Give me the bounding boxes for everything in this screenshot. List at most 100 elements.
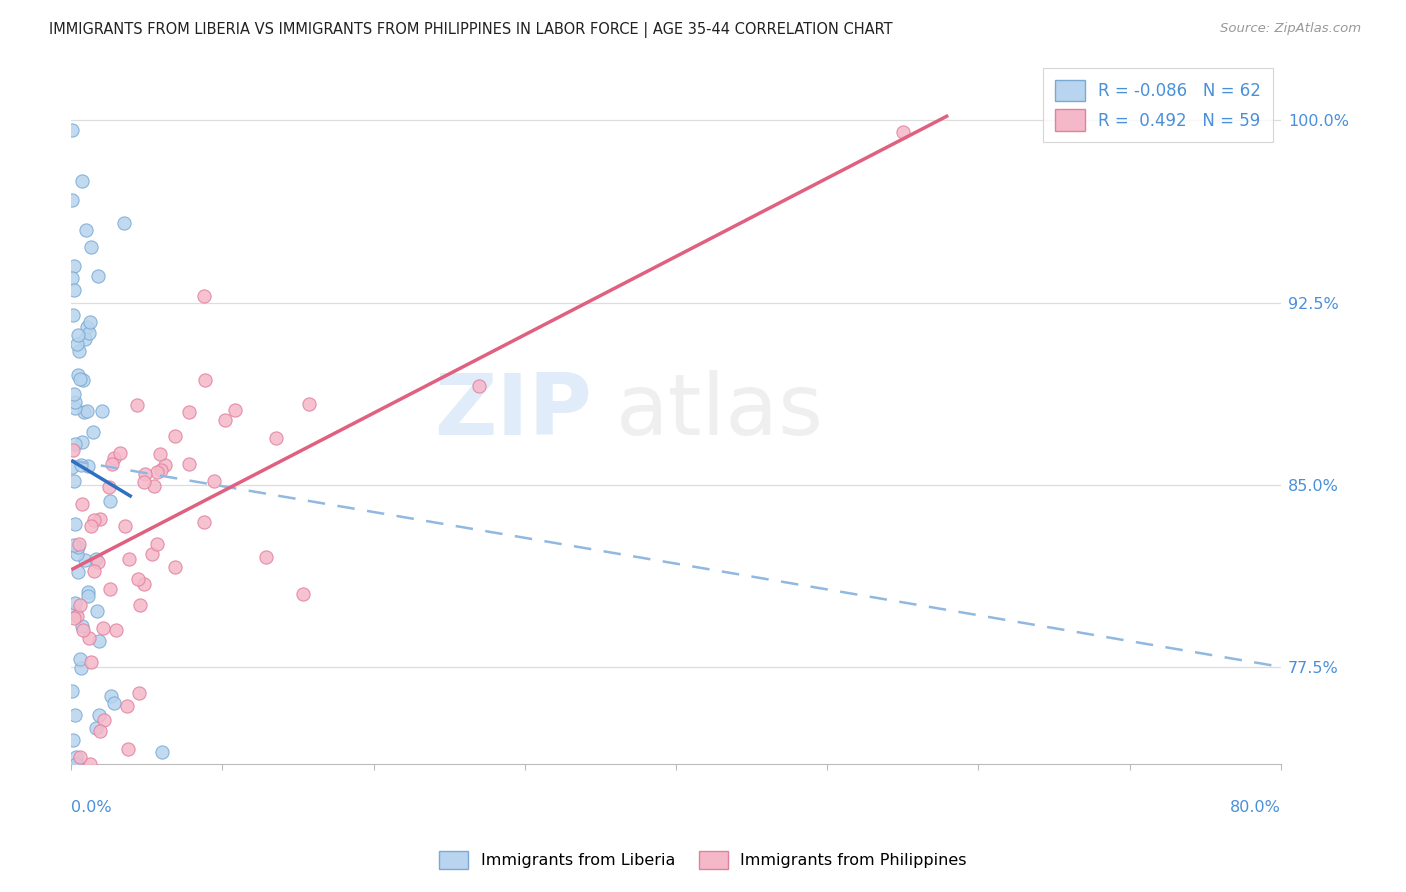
Point [62,193,84,207]
Point [67,344,90,359]
Legend: R = -0.086   N = 62, R =  0.492   N = 59: R = -0.086 N = 62, R = 0.492 N = 59 [1043,68,1272,143]
Point [76,403,98,417]
Point [67,368,90,383]
Point [89,512,111,526]
Point [67,757,90,772]
Text: IMMIGRANTS FROM LIBERIA VS IMMIGRANTS FROM PHILIPPINES IN LABOR FORCE | AGE 35-4: IMMIGRANTS FROM LIBERIA VS IMMIGRANTS FR… [49,22,893,38]
Point [82,425,104,440]
Point [62,732,84,747]
Text: ZIP: ZIP [433,370,592,453]
Point [72,497,94,511]
Point [60,684,83,698]
Point [72,434,94,449]
Point [79,315,101,329]
Point [224,403,246,417]
Point [165,429,187,443]
Point [77,459,100,474]
Point [66,608,89,623]
Point [89,724,111,739]
Point [65,606,87,620]
Point [115,698,138,713]
Point [76,319,98,334]
Point [114,519,136,533]
Point [79,518,101,533]
Point [163,560,186,574]
Point [127,398,149,412]
Point [298,397,321,411]
Point [60,271,83,285]
Point [91,621,114,635]
Point [77,584,100,599]
Point [87,555,110,569]
Point [149,463,172,477]
Point [63,474,86,488]
Point [91,404,114,418]
Point [132,475,155,490]
Point [69,749,91,764]
Point [60,123,83,137]
Point [153,458,176,472]
Point [193,373,215,387]
Point [65,757,87,772]
Point [291,587,314,601]
Point [73,552,96,566]
Point [75,222,97,236]
Point [83,512,105,526]
Point [146,537,169,551]
Point [63,538,86,552]
Point [79,757,101,772]
Point [70,174,93,188]
Point [66,337,89,351]
Point [66,540,89,554]
Point [65,401,87,415]
Legend: Immigrants from Liberia, Immigrants from Philippines: Immigrants from Liberia, Immigrants from… [433,845,973,875]
Point [101,457,124,471]
Point [150,745,173,759]
Point [254,549,277,564]
Text: atlas: atlas [616,370,824,453]
Point [129,599,152,613]
Point [134,467,156,482]
Text: 0.0%: 0.0% [72,800,112,815]
Point [62,308,84,322]
Point [89,708,111,723]
Point [193,289,215,303]
Point [141,547,163,561]
Point [69,598,91,612]
Point [468,379,491,393]
Point [76,589,98,603]
Point [63,436,86,450]
Point [63,707,86,722]
Point [79,240,101,254]
Point [214,413,236,427]
Point [72,623,94,637]
Text: Source: ZipAtlas.com: Source: ZipAtlas.com [1220,22,1361,36]
Point [100,494,122,508]
Point [134,577,156,591]
Point [72,373,94,387]
Point [112,216,135,230]
Point [62,611,84,625]
Point [891,126,914,140]
Point [193,515,215,529]
Point [143,479,166,493]
Point [84,552,107,566]
Point [63,596,86,610]
Point [69,661,91,675]
Point [63,284,86,298]
Point [177,457,200,471]
Point [128,686,150,700]
Point [127,572,149,586]
Point [98,480,121,494]
Point [73,332,96,346]
Point [103,451,125,466]
Point [67,536,90,550]
Point [266,431,288,445]
Point [93,713,115,727]
Point [202,474,225,488]
Point [70,458,93,472]
Point [103,696,125,710]
Point [118,551,141,566]
Point [63,386,86,401]
Point [73,405,96,419]
